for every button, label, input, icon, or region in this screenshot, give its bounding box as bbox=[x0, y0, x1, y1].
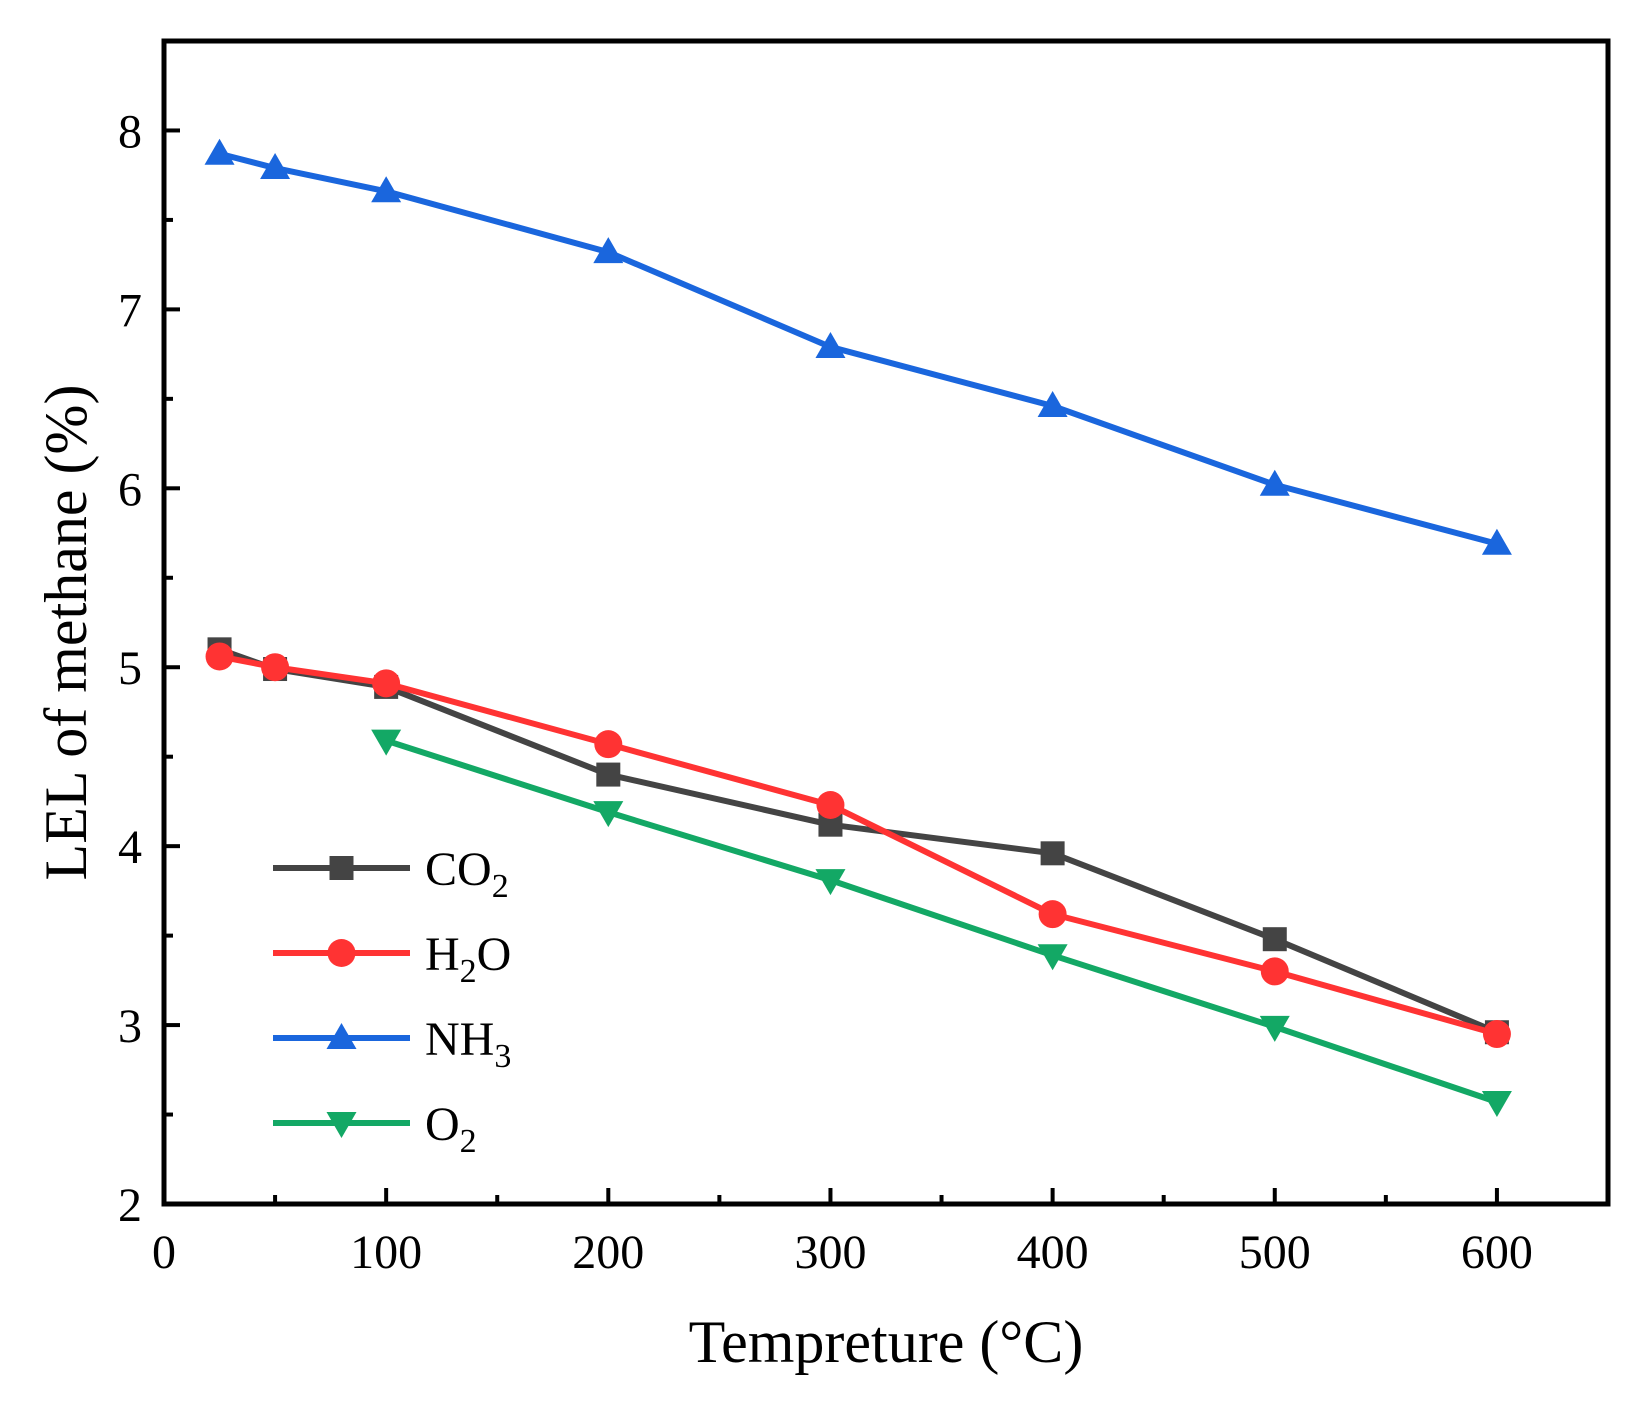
legend-label: NH3 bbox=[425, 1013, 511, 1075]
data-point-h2o bbox=[1038, 900, 1067, 929]
data-point-nh3 bbox=[371, 176, 402, 203]
data-point-nh3 bbox=[260, 153, 291, 180]
legend-label: CO2 bbox=[425, 843, 509, 905]
series-o2 bbox=[371, 729, 1512, 1118]
legend-label-main: H bbox=[425, 928, 460, 981]
data-point-co2 bbox=[1262, 927, 1287, 952]
legend-marker-o2 bbox=[326, 1112, 357, 1138]
x-tick-label: 600 bbox=[1461, 1226, 1533, 1279]
data-point-o2 bbox=[1037, 944, 1068, 971]
data-point-o2 bbox=[1259, 1015, 1290, 1042]
y-tick-label: 7 bbox=[118, 284, 142, 337]
data-point-co2 bbox=[596, 762, 621, 787]
legend-label-main: NH bbox=[425, 1013, 494, 1066]
data-point-h2o bbox=[1260, 957, 1289, 986]
legend-label-subscript: 2 bbox=[492, 868, 509, 905]
x-tick-label: 200 bbox=[572, 1226, 644, 1279]
x-tick-label: 0 bbox=[152, 1226, 176, 1279]
y-tick-label: 8 bbox=[118, 105, 142, 158]
x-tick-label: 100 bbox=[350, 1226, 422, 1279]
legend-item-h2o: H2O bbox=[273, 928, 511, 990]
legend-marker-co2 bbox=[329, 856, 354, 880]
data-point-co2 bbox=[1040, 841, 1065, 866]
data-point-nh3 bbox=[815, 331, 846, 358]
plot-area bbox=[204, 138, 1512, 1118]
legend-marker-nh3 bbox=[326, 1023, 357, 1049]
data-point-h2o bbox=[205, 642, 234, 671]
data-point-h2o bbox=[372, 669, 401, 698]
y-tick-label: 2 bbox=[118, 1179, 142, 1232]
legend-item-o2: O2 bbox=[273, 1098, 477, 1160]
data-point-nh3 bbox=[204, 138, 235, 165]
legend-label-subscript: 2 bbox=[460, 953, 477, 990]
data-point-o2 bbox=[1481, 1091, 1512, 1118]
y-tick-label: 6 bbox=[118, 463, 142, 516]
legend-item-co2: CO2 bbox=[273, 843, 509, 905]
series-line-o2 bbox=[385, 737, 1498, 1105]
data-point-o2 bbox=[593, 801, 624, 828]
data-point-o2 bbox=[815, 869, 846, 896]
legend-label-main: CO bbox=[425, 843, 492, 896]
data-point-nh3 bbox=[1259, 469, 1290, 496]
data-point-nh3 bbox=[1481, 528, 1512, 555]
data-point-h2o bbox=[261, 653, 290, 682]
legend-label: H2O bbox=[425, 928, 511, 990]
y-tick-label: 4 bbox=[118, 821, 142, 874]
legend-label: O2 bbox=[425, 1098, 477, 1160]
series-nh3 bbox=[204, 138, 1512, 555]
legend-label-main: O bbox=[425, 1098, 460, 1151]
legend-label-subscript: 2 bbox=[460, 1123, 477, 1160]
data-point-o2 bbox=[371, 729, 402, 756]
data-point-h2o bbox=[594, 730, 623, 759]
data-point-nh3 bbox=[593, 237, 624, 264]
legend-item-nh3: NH3 bbox=[273, 1013, 511, 1075]
y-tick-label: 3 bbox=[118, 1000, 142, 1053]
axes: 0 100 200 300 400 500 600 2 3 4 5 6 7 8 bbox=[118, 38, 1611, 1279]
x-tick-label: 300 bbox=[794, 1226, 866, 1279]
legend-label-subscript: 3 bbox=[494, 1038, 511, 1075]
y-axis-title: LEL of methane (%) bbox=[33, 385, 99, 881]
legend-label-tail: O bbox=[477, 928, 512, 981]
data-point-h2o bbox=[816, 791, 845, 820]
legend-marker-h2o bbox=[327, 939, 356, 967]
data-point-h2o bbox=[1482, 1020, 1511, 1049]
x-tick-label: 500 bbox=[1239, 1226, 1311, 1279]
series-h2o bbox=[205, 642, 1511, 1049]
series-line-co2 bbox=[218, 646, 1499, 1036]
x-tick-label: 400 bbox=[1017, 1226, 1089, 1279]
series-line-nh3 bbox=[218, 150, 1498, 547]
y-tick-label: 5 bbox=[118, 642, 142, 695]
x-axis-title: Tempreture (°C) bbox=[689, 1309, 1084, 1375]
plot-frame bbox=[161, 38, 1611, 1207]
series-line-h2o bbox=[218, 653, 1498, 1037]
data-point-nh3 bbox=[1037, 391, 1068, 418]
